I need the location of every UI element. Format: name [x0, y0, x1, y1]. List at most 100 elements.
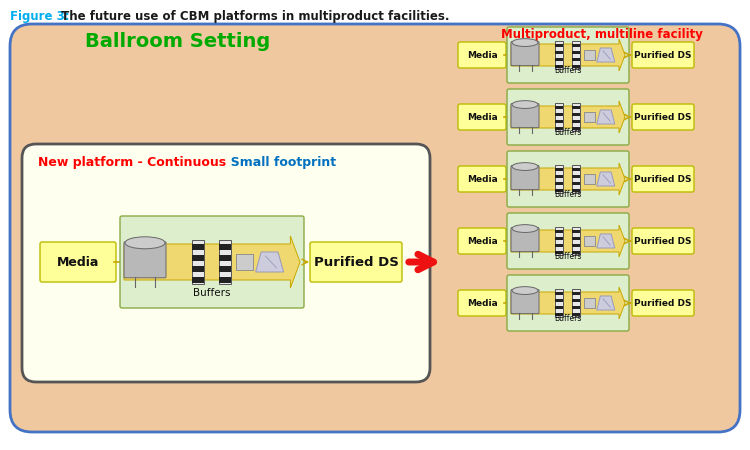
Ellipse shape: [512, 162, 538, 171]
Bar: [572, 230, 580, 233]
Bar: [218, 277, 230, 283]
Bar: [572, 65, 580, 68]
FancyBboxPatch shape: [511, 41, 539, 66]
FancyBboxPatch shape: [507, 151, 629, 207]
Bar: [572, 175, 580, 178]
FancyBboxPatch shape: [507, 275, 629, 331]
Text: New platform - Continuous: New platform - Continuous: [38, 156, 226, 169]
Bar: [554, 299, 562, 302]
Text: Buffers: Buffers: [554, 252, 582, 261]
Polygon shape: [597, 172, 615, 186]
Polygon shape: [511, 225, 625, 257]
Ellipse shape: [512, 101, 538, 108]
Text: Figure 3:: Figure 3:: [10, 10, 70, 23]
Bar: [572, 289, 580, 317]
FancyBboxPatch shape: [40, 242, 116, 282]
Polygon shape: [597, 234, 615, 248]
Bar: [572, 237, 580, 240]
Bar: [584, 174, 595, 184]
Text: Ballroom Setting: Ballroom Setting: [86, 32, 271, 51]
Bar: [554, 41, 562, 69]
FancyBboxPatch shape: [632, 228, 694, 254]
Bar: [554, 227, 562, 255]
Polygon shape: [511, 39, 625, 71]
Bar: [572, 44, 580, 47]
Text: Buffers: Buffers: [554, 190, 582, 199]
Text: Media: Media: [466, 112, 497, 122]
Bar: [236, 254, 253, 270]
Ellipse shape: [512, 39, 538, 46]
Bar: [218, 240, 230, 284]
FancyBboxPatch shape: [507, 27, 629, 83]
FancyBboxPatch shape: [120, 216, 304, 308]
Bar: [554, 292, 562, 295]
Bar: [572, 120, 580, 123]
Bar: [554, 251, 562, 254]
Bar: [572, 106, 580, 109]
FancyBboxPatch shape: [632, 290, 694, 316]
Bar: [572, 103, 580, 131]
Bar: [572, 165, 580, 193]
FancyBboxPatch shape: [22, 144, 430, 382]
Bar: [554, 103, 562, 131]
Text: The future use of CBM platforms in multiproduct facilities.: The future use of CBM platforms in multi…: [57, 10, 449, 23]
Bar: [554, 289, 562, 317]
Text: Buffers: Buffers: [554, 314, 582, 323]
Bar: [572, 127, 580, 130]
FancyBboxPatch shape: [632, 42, 694, 68]
Text: Purified DS: Purified DS: [634, 50, 692, 59]
Bar: [554, 65, 562, 68]
Bar: [554, 165, 562, 193]
Bar: [572, 51, 580, 54]
Text: Media: Media: [57, 256, 99, 269]
Polygon shape: [124, 236, 300, 288]
Polygon shape: [511, 163, 625, 195]
Bar: [572, 244, 580, 248]
Bar: [572, 251, 580, 254]
Bar: [554, 106, 562, 109]
Bar: [191, 266, 203, 272]
Text: Purified DS: Purified DS: [634, 175, 692, 184]
FancyBboxPatch shape: [310, 242, 402, 282]
Text: Media: Media: [466, 50, 497, 59]
Bar: [554, 306, 562, 309]
Bar: [554, 230, 562, 233]
Bar: [572, 299, 580, 302]
Bar: [584, 236, 595, 246]
Bar: [191, 240, 203, 284]
FancyBboxPatch shape: [507, 213, 629, 269]
FancyBboxPatch shape: [632, 166, 694, 192]
Bar: [554, 182, 562, 185]
Bar: [584, 298, 595, 308]
Bar: [554, 127, 562, 130]
Bar: [572, 189, 580, 192]
Bar: [572, 306, 580, 309]
Text: Buffers: Buffers: [554, 128, 582, 137]
FancyBboxPatch shape: [458, 104, 506, 130]
Bar: [218, 244, 230, 250]
Bar: [572, 41, 580, 69]
Bar: [554, 113, 562, 116]
Bar: [572, 113, 580, 116]
Bar: [584, 50, 595, 60]
FancyBboxPatch shape: [124, 242, 166, 278]
Bar: [554, 244, 562, 248]
Bar: [584, 112, 595, 122]
Text: Media: Media: [466, 237, 497, 246]
FancyBboxPatch shape: [458, 166, 506, 192]
FancyBboxPatch shape: [458, 290, 506, 316]
Bar: [554, 120, 562, 123]
Ellipse shape: [512, 287, 538, 294]
FancyBboxPatch shape: [458, 42, 506, 68]
Polygon shape: [256, 252, 284, 272]
Polygon shape: [597, 110, 615, 124]
Bar: [554, 189, 562, 192]
FancyBboxPatch shape: [511, 228, 539, 252]
FancyBboxPatch shape: [507, 89, 629, 145]
FancyBboxPatch shape: [511, 104, 539, 128]
Ellipse shape: [512, 225, 538, 233]
Bar: [554, 175, 562, 178]
Text: Purified DS: Purified DS: [634, 298, 692, 307]
Bar: [554, 237, 562, 240]
Bar: [218, 266, 230, 272]
